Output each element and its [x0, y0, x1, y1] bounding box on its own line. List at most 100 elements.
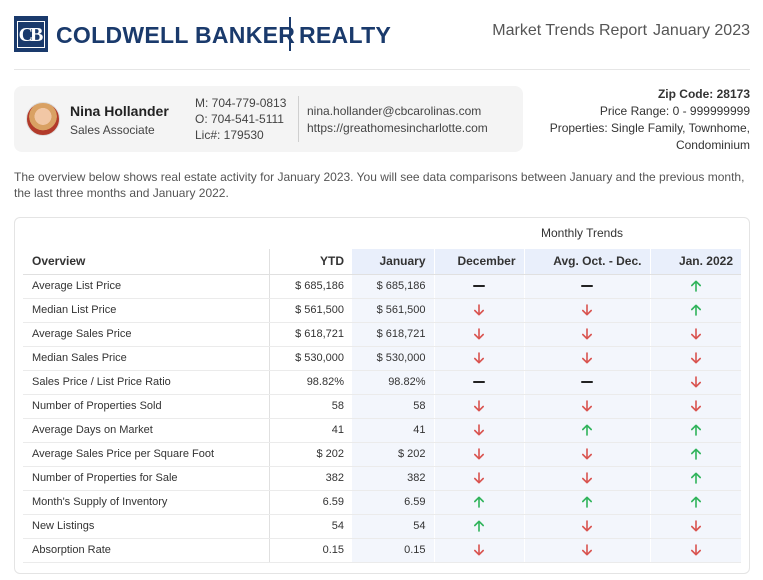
arrow-down-icon — [689, 375, 703, 389]
trend-y22-indicator — [649, 346, 741, 371]
col-ytd: YTD — [268, 249, 352, 275]
january-value: 382 — [352, 466, 434, 491]
trend-avg-indicator — [523, 442, 650, 467]
arrow-up-icon — [689, 303, 703, 317]
report-month: January 2023 — [653, 22, 750, 39]
arrow-down-icon — [689, 327, 703, 341]
row-label: Average List Price — [23, 274, 269, 299]
row-label: Number of Properties Sold — [23, 394, 269, 419]
trend-avg-indicator — [523, 418, 650, 443]
agent-role: Sales Associate — [70, 123, 155, 137]
january-value: 0.15 — [352, 538, 434, 563]
ytd-value: $ 618,721 — [268, 322, 352, 347]
trend-dec-indicator — [433, 490, 524, 515]
agent-card: Nina Hollander Sales Associate M: 704-77… — [14, 86, 523, 152]
col-january: January — [352, 249, 434, 275]
row-label: Median Sales Price — [23, 346, 269, 371]
agent-phones: M: 704-779-0813 O: 704-541-5111 Lic#: 17… — [195, 95, 286, 143]
trend-dec-indicator — [433, 370, 524, 395]
table-header-row: Overview YTD January December Avg. Oct. … — [23, 249, 741, 275]
january-value: 58 — [352, 394, 434, 419]
trend-y22-indicator — [649, 442, 741, 467]
arrow-down-icon — [580, 303, 594, 317]
arrow-down-icon — [472, 447, 486, 461]
ytd-value: $ 685,186 — [268, 274, 352, 299]
trend-y22-indicator — [649, 322, 741, 347]
report-title: Market Trends Report January 2023 — [492, 22, 750, 40]
col-jan-2022: Jan. 2022 — [649, 249, 741, 275]
property-types: Properties: Single Family, Townhome, — [549, 121, 750, 135]
ytd-value: 0.15 — [268, 538, 352, 563]
ytd-value: $ 202 — [268, 442, 352, 467]
price-range: Price Range: 0 - 999999999 — [599, 104, 750, 118]
trend-avg-indicator — [523, 394, 650, 419]
trend-y22-indicator — [649, 538, 741, 563]
report-title-text: Market Trends Report — [492, 22, 648, 39]
agent-website-link[interactable]: https://greathomesincharlotte.com — [307, 121, 488, 135]
agent-name: Nina Hollander — [70, 103, 169, 119]
january-value: 41 — [352, 418, 434, 443]
trend-y22-indicator — [649, 514, 741, 539]
table-row: Number of Properties Sold 58 58 — [23, 394, 741, 419]
trend-y22-indicator — [649, 490, 741, 515]
arrow-down-icon — [472, 327, 486, 341]
trend-avg-indicator — [523, 514, 650, 539]
arrow-down-icon — [580, 351, 594, 365]
trend-y22-indicator — [649, 394, 741, 419]
col-overview: Overview — [23, 249, 269, 275]
ytd-value: $ 530,000 — [268, 346, 352, 371]
avatar — [26, 102, 60, 136]
trend-y22-indicator — [649, 274, 741, 299]
trend-avg-indicator — [523, 274, 650, 299]
arrow-down-icon — [472, 399, 486, 413]
row-label: Absorption Rate — [23, 538, 269, 563]
arrow-up-icon — [472, 495, 486, 509]
table-row: Median List Price $ 561,500 $ 561,500 — [23, 298, 741, 323]
trend-dec-indicator — [433, 514, 524, 539]
trend-avg-indicator — [523, 370, 650, 395]
trend-dec-indicator — [433, 346, 524, 371]
arrow-down-icon — [580, 447, 594, 461]
january-value: 98.82% — [352, 370, 434, 395]
ytd-value: 382 — [268, 466, 352, 491]
col-avg-oct-dec: Avg. Oct. - Dec. — [523, 249, 650, 275]
arrow-up-icon — [689, 423, 703, 437]
dash-icon — [580, 279, 594, 293]
ytd-value: 6.59 — [268, 490, 352, 515]
trend-dec-indicator — [433, 298, 524, 323]
brand-suffix: REALTY — [299, 22, 392, 48]
trend-dec-indicator — [433, 394, 524, 419]
dash-icon — [472, 375, 486, 389]
row-label: New Listings — [23, 514, 269, 539]
arrow-down-icon — [472, 303, 486, 317]
ytd-value: 41 — [268, 418, 352, 443]
table-row: Average List Price $ 685,186 $ 685,186 — [23, 274, 741, 299]
row-label: Number of Properties for Sale — [23, 466, 269, 491]
january-value: $ 561,500 — [352, 298, 434, 323]
ytd-value: 58 — [268, 394, 352, 419]
table-row: Average Sales Price per Square Foot $ 202… — [23, 442, 741, 467]
trend-y22-indicator — [649, 466, 741, 491]
arrow-down-icon — [472, 423, 486, 437]
january-value: $ 530,000 — [352, 346, 434, 371]
arrow-down-icon — [472, 471, 486, 485]
ytd-value: 54 — [268, 514, 352, 539]
row-label: Month's Supply of Inventory — [23, 490, 269, 515]
ytd-value: $ 561,500 — [268, 298, 352, 323]
agent-email-link[interactable]: nina.hollander@cbcarolinas.com — [307, 104, 482, 118]
january-value: 6.59 — [352, 490, 434, 515]
january-value: $ 685,186 — [352, 274, 434, 299]
arrow-up-icon — [689, 495, 703, 509]
trend-dec-indicator — [433, 466, 524, 491]
arrow-up-icon — [580, 423, 594, 437]
january-value: $ 618,721 — [352, 322, 434, 347]
row-label: Average Days on Market — [23, 418, 269, 443]
trends-table-body: Average List Price $ 685,186 $ 685,186 Medi… — [23, 274, 741, 563]
arrow-up-icon — [689, 471, 703, 485]
coldwell-banker-logo-icon: CB — [14, 16, 48, 52]
agent-office: O: 704-541-5111 — [195, 112, 284, 126]
report-header: CB COLDWELL BANKER REALTY Market Trends … — [14, 14, 750, 54]
trend-y22-indicator — [649, 370, 741, 395]
january-value: 54 — [352, 514, 434, 539]
arrow-down-icon — [580, 543, 594, 557]
